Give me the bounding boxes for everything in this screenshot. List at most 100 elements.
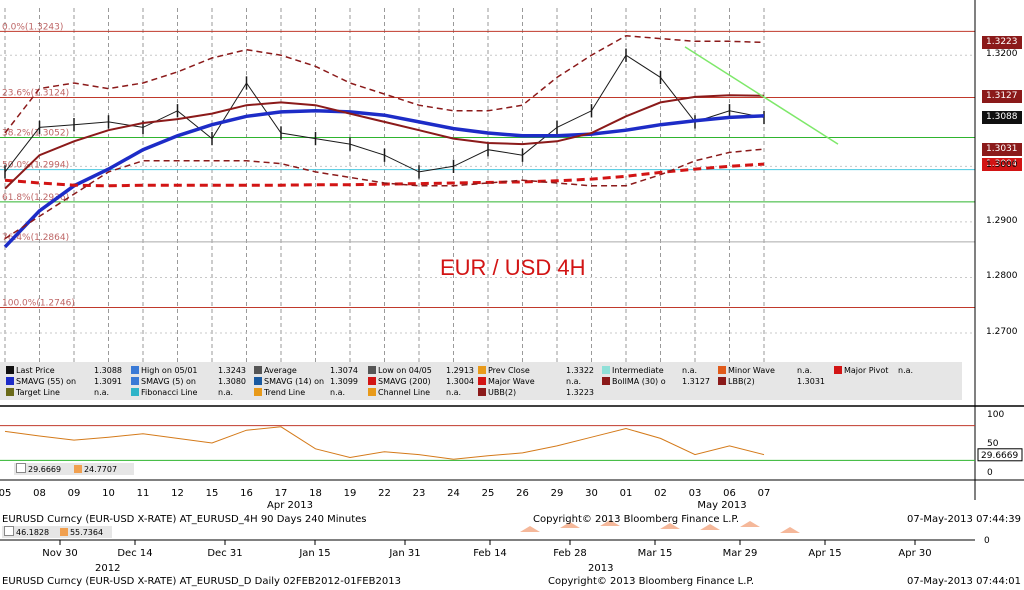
x-axis-day-label: 07 bbox=[758, 488, 771, 499]
legend-entry: Minor Wave bbox=[718, 365, 775, 376]
price-axis-label: 1.2800 bbox=[986, 271, 1018, 282]
x-axis-day-label: 18 bbox=[309, 488, 322, 499]
legend-entry: Major Wave bbox=[478, 376, 535, 387]
mini-date-label: Jan 15 bbox=[298, 548, 330, 559]
legend-label: Trend Line bbox=[264, 388, 306, 397]
legend-value: 1.3243 bbox=[218, 366, 246, 375]
mini-year-label: 2012 bbox=[95, 563, 120, 574]
legend-value: 1.3088 bbox=[94, 366, 122, 375]
legend-value: 1.3080 bbox=[218, 377, 246, 386]
price-axis-label: 1.2900 bbox=[986, 215, 1018, 226]
series-line-bollma-30- bbox=[4, 94, 765, 190]
legend-swatch bbox=[6, 388, 14, 396]
legend-value: 1.3223 bbox=[566, 388, 594, 397]
legend-swatch bbox=[602, 366, 610, 374]
indicator-swatch-1 bbox=[16, 463, 26, 473]
x-axis-day-label: 01 bbox=[620, 488, 633, 499]
legend-swatch bbox=[478, 388, 486, 396]
footer-4h-copyright: Copyright© 2013 Bloomberg Finance L.P. bbox=[533, 514, 740, 525]
legend-label: Fibonacci Line bbox=[141, 388, 198, 397]
mini-year-label: 2013 bbox=[588, 563, 613, 574]
legend-value: n.a. bbox=[446, 388, 462, 397]
legend-swatch bbox=[368, 366, 376, 374]
legend-entry: Last Price bbox=[6, 365, 55, 376]
legend-label: Major Pivot bbox=[844, 366, 889, 375]
fib-label: 38.2%(1.3052) bbox=[2, 128, 69, 138]
legend-swatch bbox=[718, 366, 726, 374]
price-axis-label: 1.3000 bbox=[986, 160, 1018, 171]
legend-entry: Channel Line bbox=[368, 387, 430, 398]
x-axis-day-label: 09 bbox=[68, 488, 81, 499]
legend-value: 1.3074 bbox=[330, 366, 358, 375]
legend-swatch bbox=[131, 366, 139, 374]
mini-date-label: Mar 15 bbox=[638, 548, 673, 559]
x-axis-day-label: 05 bbox=[0, 488, 11, 499]
legend-value: 1.2913 bbox=[446, 366, 474, 375]
x-axis-day-label: 16 bbox=[240, 488, 253, 499]
indicator-value-2: 24.7707 bbox=[83, 465, 118, 474]
legend-value: 1.3099 bbox=[330, 377, 358, 386]
legend-value: 1.3091 bbox=[94, 377, 122, 386]
legend-value: n.a. bbox=[682, 366, 698, 375]
legend-label: SMAVG (55) on bbox=[16, 377, 77, 386]
footer-4h-description: EURUSD Curncy (EUR-USD X-RATE) AT_EURUSD… bbox=[2, 514, 367, 525]
legend-value: n.a. bbox=[94, 388, 110, 397]
series-line-ubb-2- bbox=[4, 35, 765, 134]
mini-date-label: Apr 30 bbox=[898, 548, 931, 559]
fib-label: 76.4%(1.2864) bbox=[2, 233, 69, 243]
price-tag: 1.3004 bbox=[982, 158, 1022, 172]
legend-swatch bbox=[131, 377, 139, 385]
fib-label: 61.8%(1.2936) bbox=[2, 193, 69, 203]
legend-entry: High on 05/01 bbox=[131, 365, 198, 376]
x-axis-day-label: 25 bbox=[482, 488, 495, 499]
mini-swatch-2 bbox=[59, 528, 68, 536]
legend-label: LBB(2) bbox=[728, 377, 755, 386]
x-axis-day-label: 29 bbox=[551, 488, 564, 499]
mini-swatch-1 bbox=[4, 526, 14, 536]
x-axis-month-label: Apr 2013 bbox=[267, 500, 313, 511]
x-axis-day-label: 26 bbox=[516, 488, 529, 499]
legend-label: Minor Wave bbox=[728, 366, 775, 375]
legend-entry: SMAVG (55) on bbox=[6, 376, 76, 387]
chart-title: EUR / USD 4H bbox=[440, 255, 586, 280]
price-tag: 1.3127 bbox=[982, 89, 1022, 103]
mini-area bbox=[560, 522, 580, 528]
x-axis-day-label: 23 bbox=[413, 488, 426, 499]
x-axis-day-label: 15 bbox=[206, 488, 219, 499]
legend-label: High on 05/01 bbox=[141, 366, 198, 375]
legend-entry: Fibonacci Line bbox=[131, 387, 197, 398]
indicator-axis-label: 100 bbox=[987, 410, 1004, 420]
legend-entry: Average bbox=[254, 365, 297, 376]
legend-value: 1.3322 bbox=[566, 366, 594, 375]
legend-label: Average bbox=[264, 366, 297, 375]
legend-swatch bbox=[6, 377, 14, 385]
legend-swatch bbox=[478, 366, 486, 374]
mini-date-label: Nov 30 bbox=[42, 548, 77, 559]
indicator-swatch-2 bbox=[73, 465, 82, 473]
legend-panel: Last Price 1.3088 SMAVG (55) on 1.3091 Targe… bbox=[0, 362, 962, 400]
legend-label: Target Line bbox=[16, 388, 60, 397]
legend-label: Prev Close bbox=[488, 366, 530, 375]
legend-value: n.a. bbox=[797, 366, 813, 375]
legend-entry: LBB(2) bbox=[718, 376, 755, 387]
x-axis-day-label: 08 bbox=[33, 488, 46, 499]
fib-label: 50.0%(1.2994) bbox=[2, 161, 69, 171]
x-axis-day-label: 03 bbox=[689, 488, 702, 499]
mini-area bbox=[520, 526, 540, 532]
mini-value-1: 46.1828 bbox=[16, 528, 50, 537]
mini-date-label: Mar 29 bbox=[723, 548, 758, 559]
legend-value: 1.3127 bbox=[682, 377, 710, 386]
price-axis-label: 1.2700 bbox=[986, 327, 1018, 337]
mini-area bbox=[700, 524, 720, 530]
series-line-lbb-2- bbox=[4, 148, 765, 240]
legend-swatch bbox=[368, 377, 376, 385]
legend-label: Channel Line bbox=[378, 388, 431, 397]
mini-date-label: Apr 15 bbox=[808, 548, 841, 559]
legend-entry: Target Line bbox=[6, 387, 60, 398]
legend-entry: UBB(2) bbox=[478, 387, 516, 398]
legend-value: n.a. bbox=[330, 388, 346, 397]
x-axis-day-label: 17 bbox=[275, 488, 288, 499]
x-axis-day-label: 30 bbox=[585, 488, 598, 499]
legend-swatch bbox=[131, 388, 139, 396]
